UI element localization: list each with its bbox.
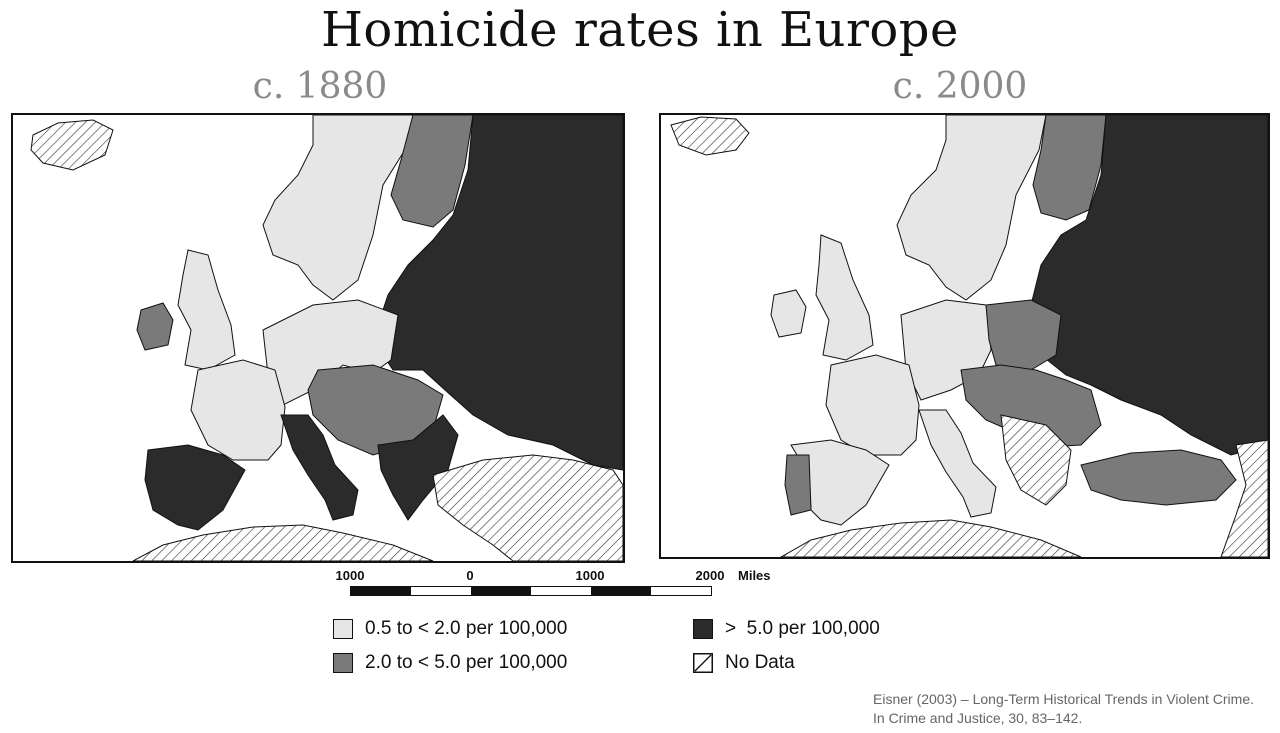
- region-ireland: [770, 289, 807, 338]
- page-title: Homicide rates in Europe: [321, 2, 959, 58]
- region-iberia: [144, 444, 246, 531]
- map-heading-1880: c. 1880: [252, 66, 388, 107]
- region-iceland: [670, 116, 750, 156]
- region-italy: [918, 409, 997, 518]
- map-2000: [659, 113, 1270, 559]
- region-italy: [280, 414, 359, 521]
- region-north-africa: [132, 524, 434, 561]
- scale-label-neg1000: 1000: [335, 568, 365, 583]
- map-heading-2000: c. 2000: [892, 66, 1028, 107]
- legend-item-high: > 5.0 per 100,000: [693, 612, 880, 646]
- map-1880: [11, 113, 625, 563]
- swatch-high: [693, 619, 713, 639]
- legend-item-low: 0.5 to < 2.0 per 100,000: [333, 612, 567, 646]
- citation: Eisner (2003) – Long-Term Historical Tre…: [873, 690, 1254, 728]
- scale-bar-graphic: [350, 586, 712, 596]
- region-poland: [985, 299, 1062, 371]
- region-portugal: [784, 454, 812, 516]
- region-norway-sweden: [896, 115, 1047, 301]
- region-great-britain: [815, 234, 874, 361]
- legend-label-high: > 5.0 per 100,000: [725, 618, 880, 639]
- swatch-low: [333, 619, 353, 639]
- swatch-nodata: [693, 653, 713, 673]
- scale-label-2000: 2000: [695, 568, 725, 583]
- legend-left: 0.5 to < 2.0 per 100,000 2.0 to < 5.0 pe…: [333, 612, 567, 680]
- scale-bar: 1000 0 1000 2000 Miles: [330, 568, 780, 602]
- region-finland: [390, 115, 474, 228]
- region-iceland: [30, 119, 114, 171]
- region-north-africa: [779, 519, 1082, 557]
- legend-label-nodata: No Data: [725, 652, 795, 673]
- region-great-britain: [177, 249, 236, 371]
- legend-label-low: 0.5 to < 2.0 per 100,000: [365, 618, 568, 639]
- region-balkans: [1000, 414, 1072, 506]
- citation-line-1: Eisner (2003) – Long-Term Historical Tre…: [873, 691, 1255, 707]
- scale-unit: Miles: [738, 568, 771, 583]
- map-2000-svg: [670, 115, 1268, 557]
- region-france: [825, 354, 920, 456]
- map-1880-svg: [30, 115, 623, 561]
- region-anatolia: [432, 454, 623, 561]
- citation-line-2: In Crime and Justice, 30, 83–142.: [873, 710, 1083, 726]
- scale-label-0: 0: [466, 568, 474, 583]
- legend-label-mid: 2.0 to < 5.0 per 100,000: [365, 652, 568, 673]
- region-turkey: [1080, 449, 1237, 506]
- region-ireland: [136, 302, 174, 351]
- region-central-east: [960, 364, 1102, 448]
- region-norway-sweden: [262, 115, 414, 301]
- legend-item-nodata: No Data: [693, 646, 880, 680]
- legend-right: > 5.0 per 100,000 No Data: [693, 612, 880, 680]
- region-caucasus: [1220, 439, 1268, 557]
- swatch-mid: [333, 653, 353, 673]
- legend-item-mid: 2.0 to < 5.0 per 100,000: [333, 646, 567, 680]
- region-france: [190, 359, 286, 461]
- scale-label-1000: 1000: [575, 568, 605, 583]
- region-russia: [372, 115, 623, 471]
